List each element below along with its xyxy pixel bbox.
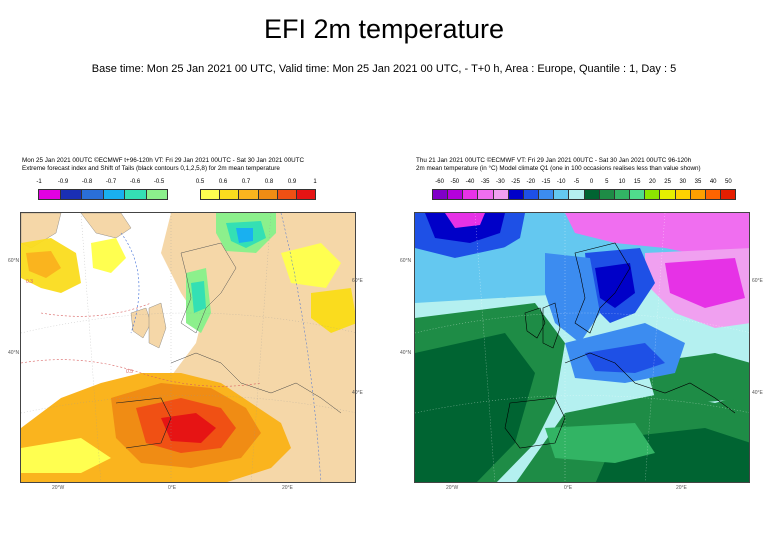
efi-map-svg: 0.3 0.5: [21, 213, 355, 482]
colorbar-swatch: [599, 190, 615, 199]
legend-label: 5: [605, 179, 609, 185]
lat-label: 60°E: [752, 278, 763, 284]
legend-label: 40: [709, 179, 717, 185]
efi-map: 0.3 0.5: [20, 212, 356, 483]
lat-label: 60°N: [8, 258, 20, 264]
legend-label: -0.9: [57, 179, 69, 185]
legend-label: 25: [664, 179, 671, 185]
contour-label: 0.3: [26, 279, 33, 285]
climate-legend-labels: -60 -50 -40 -35 -30 -25 -20 -15 -10 -5 0 5 10 15 20 25 3…: [424, 179, 744, 187]
colorbar-swatch: [493, 190, 509, 199]
legend-label: -30: [496, 179, 505, 185]
colorbar-swatch: [584, 190, 600, 199]
climate-map: [414, 212, 750, 483]
colorbar-swatch: [523, 190, 540, 199]
efi-warm-colorbar: [200, 189, 316, 200]
legend-label: 0.9: [287, 179, 297, 185]
legend-label: 0.8: [264, 179, 274, 185]
colorbar-swatch: [554, 190, 570, 199]
page-title: EFI 2m temperature: [263, 14, 505, 44]
efi-panel-header: Mon 25 Jan 2021 00UTC ©ECMWF t+96-120h V…: [22, 157, 305, 164]
lon-label: 0°E: [564, 485, 573, 491]
lon-label: 20°W: [446, 485, 459, 491]
colorbar-swatch: [201, 190, 221, 199]
lat-label: 40°N: [400, 350, 412, 356]
legend-label: 35: [694, 179, 702, 185]
efi-panel: Mon 25 Jan 2021 00UTC ©ECMWF t+96-120h V…: [20, 155, 370, 495]
legend-label: 50: [725, 179, 732, 185]
legend-label: 0.6: [218, 179, 228, 185]
contour-label: 0.5: [126, 369, 133, 375]
efi-cold-legend-labels: -1 -0.9 -0.8 -0.7 -0.6 -0.5: [26, 179, 170, 187]
climate-colorbar: [432, 189, 736, 200]
legend-label: -5: [573, 179, 580, 185]
legend-label: 10: [618, 179, 626, 185]
legend-label: 30: [679, 179, 687, 185]
climate-panel-description: 2m mean temperature (in °C) Model climat…: [416, 165, 701, 172]
legend-label: 15: [633, 179, 641, 185]
colorbar-swatch: [463, 190, 479, 199]
lon-label: 20°W: [52, 485, 65, 491]
colorbar-swatch: [239, 190, 259, 199]
climate-map-svg: [415, 213, 749, 482]
colorbar-swatch: [508, 190, 524, 199]
colorbar-swatch: [220, 190, 240, 199]
colorbar-swatch: [614, 190, 631, 199]
climate-panel: Thu 21 Jan 2021 00UTC ©ECMWF VT: Fri 29 …: [414, 155, 764, 495]
efi-cold-colorbar: [38, 189, 168, 200]
colorbar-swatch: [660, 190, 676, 199]
colorbar-swatch: [146, 190, 167, 199]
colorbar-swatch: [258, 190, 278, 199]
colorbar-swatch: [539, 190, 555, 199]
legend-label: 0: [589, 179, 594, 185]
colorbar-swatch: [60, 190, 82, 199]
legend-label: 20: [649, 179, 656, 185]
page-subtitle: Base time: Mon 25 Jan 2021 00 UTC, Valid…: [91, 63, 677, 75]
lat-label: 40°E: [352, 390, 363, 396]
lat-label: 40°E: [752, 390, 763, 396]
legend-label: -0.5: [153, 179, 165, 185]
legend-label: -10: [556, 179, 566, 185]
colorbar-swatch: [675, 190, 691, 199]
legend-label: -25: [511, 179, 520, 185]
colorbar-swatch: [103, 190, 125, 199]
legend-label: -60: [435, 179, 444, 185]
colorbar-swatch: [720, 190, 736, 199]
legend-label: -35: [480, 179, 490, 185]
efi-panel-description: Extreme forecast index and Shift of Tail…: [22, 165, 280, 172]
lon-label: 20°E: [676, 485, 687, 491]
legend-label: 0.5: [195, 179, 205, 185]
legend-label: -50: [450, 179, 460, 185]
colorbar-swatch: [645, 190, 661, 199]
colorbar-swatch: [296, 190, 316, 199]
colorbar-swatch: [39, 190, 61, 199]
legend-label: -0.7: [105, 179, 117, 185]
lon-label: 20°E: [282, 485, 293, 491]
lat-label: 40°N: [8, 350, 20, 356]
legend-label: 0.7: [241, 179, 251, 185]
efi-warm-legend-labels: 0.5 0.6 0.7 0.8 0.9 1: [190, 179, 320, 187]
lat-label: 60°N: [400, 258, 412, 264]
colorbar-swatch: [82, 190, 104, 199]
legend-label: 1: [313, 179, 317, 185]
colorbar-swatch: [277, 190, 297, 199]
colorbar-swatch: [125, 190, 147, 199]
colorbar-swatch: [690, 190, 706, 199]
lon-label: 0°E: [168, 485, 177, 491]
legend-label: -20: [526, 179, 536, 185]
lat-label: 60°E: [352, 278, 363, 284]
colorbar-swatch: [433, 190, 449, 199]
legend-label: -15: [541, 179, 551, 185]
colorbar-swatch: [569, 190, 585, 199]
colorbar-swatch: [630, 190, 646, 199]
legend-label: -40: [465, 179, 475, 185]
legend-label: -0.6: [129, 179, 141, 185]
climate-panel-header: Thu 21 Jan 2021 00UTC ©ECMWF VT: Fri 29 …: [416, 157, 692, 164]
colorbar-swatch: [478, 190, 494, 199]
legend-label: -0.8: [81, 179, 93, 185]
colorbar-swatch: [448, 190, 464, 199]
colorbar-swatch: [705, 190, 721, 199]
legend-label: -1: [36, 179, 42, 185]
